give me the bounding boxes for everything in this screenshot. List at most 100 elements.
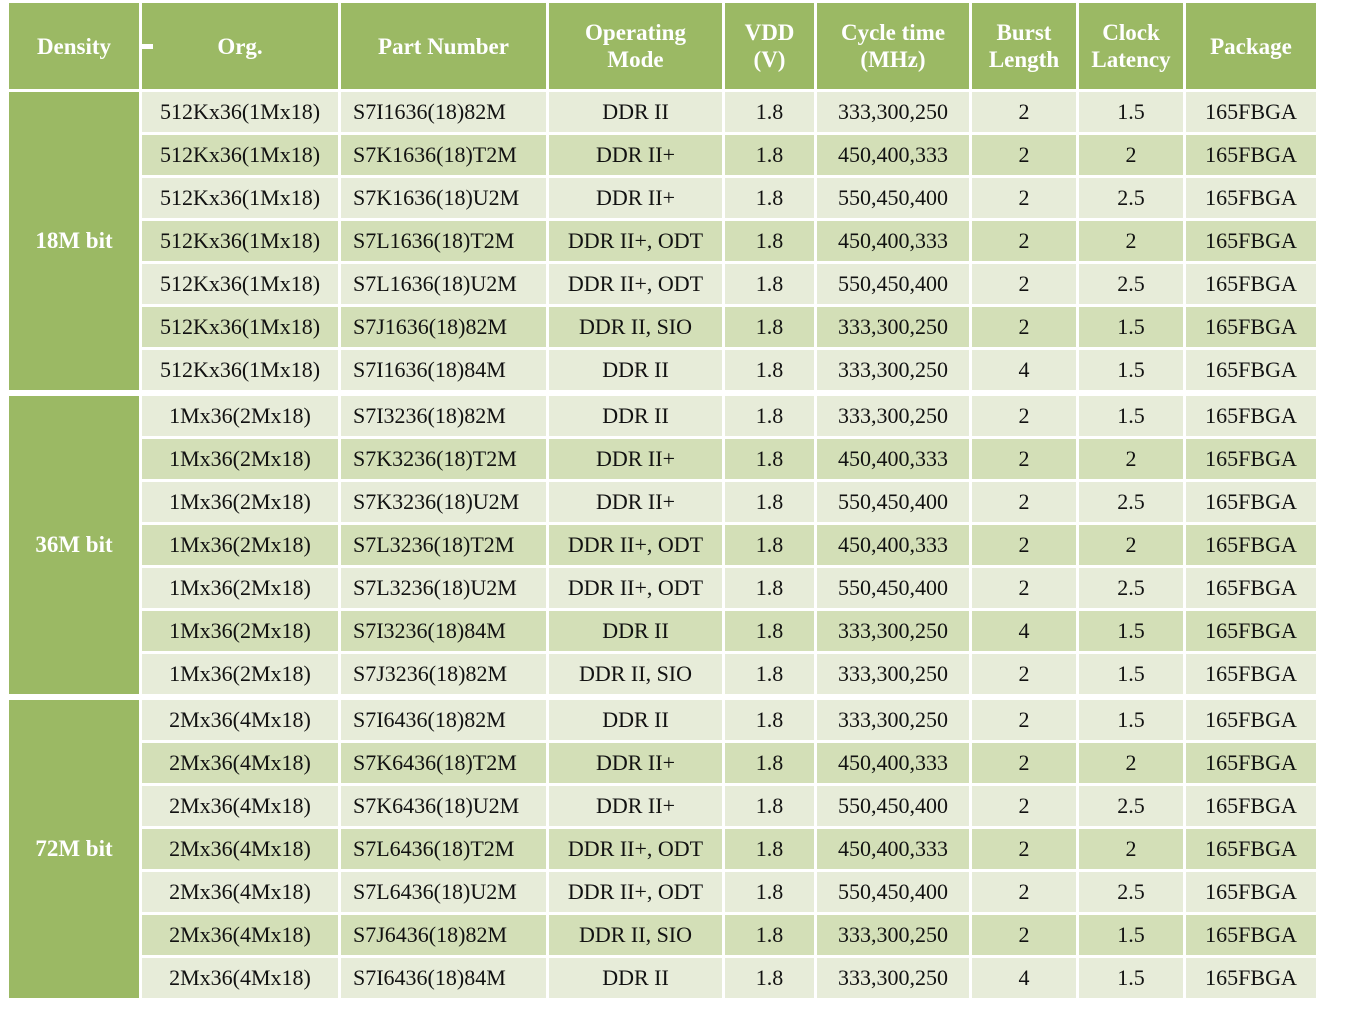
- org-cell: 2Mx36(4Mx18): [142, 700, 338, 740]
- table-row: 512Kx36(1Mx18) S7J1636(18)82M DDR II, SIO 1…: [9, 307, 1316, 347]
- operating-mode-cell: DDR II+, ODT: [549, 829, 722, 869]
- vdd-cell: 1.8: [725, 829, 814, 869]
- burst-length-cell: 2: [972, 307, 1076, 347]
- burst-length-cell: 2: [972, 700, 1076, 740]
- operating-mode-cell: DDR II+: [549, 439, 722, 479]
- vdd-cell: 1.8: [725, 786, 814, 826]
- org-cell: 512Kx36(1Mx18): [142, 264, 338, 304]
- cycle-time-cell: 450,400,333: [817, 829, 969, 869]
- cycle-time-cell: 333,300,250: [817, 350, 969, 390]
- package-cell: 165FBGA: [1186, 350, 1316, 390]
- header-vdd: VDD (V): [725, 3, 814, 89]
- org-cell: 2Mx36(4Mx18): [142, 743, 338, 783]
- package-cell: 165FBGA: [1186, 611, 1316, 651]
- clock-latency-cell: 2: [1079, 829, 1183, 869]
- cycle-time-cell: 333,300,250: [817, 654, 969, 694]
- header-divider-mark: [141, 44, 153, 49]
- org-cell: 1Mx36(2Mx18): [142, 611, 338, 651]
- org-cell: 512Kx36(1Mx18): [142, 307, 338, 347]
- part-number-cell: S7I3236(18)82M: [341, 396, 546, 436]
- burst-length-cell: 2: [972, 743, 1076, 783]
- burst-length-cell: 2: [972, 872, 1076, 912]
- burst-length-cell: 4: [972, 350, 1076, 390]
- org-cell: 1Mx36(2Mx18): [142, 525, 338, 565]
- cycle-time-cell: 550,450,400: [817, 264, 969, 304]
- table-row: 2Mx36(4Mx18) S7I6436(18)84M DDR II 1.8 333,3…: [9, 958, 1316, 998]
- vdd-cell: 1.8: [725, 307, 814, 347]
- part-number-cell: S7L1636(18)U2M: [341, 264, 546, 304]
- vdd-cell: 1.8: [725, 482, 814, 522]
- package-cell: 165FBGA: [1186, 221, 1316, 261]
- package-cell: 165FBGA: [1186, 439, 1316, 479]
- package-cell: 165FBGA: [1186, 307, 1316, 347]
- org-cell: 2Mx36(4Mx18): [142, 829, 338, 869]
- vdd-cell: 1.8: [725, 135, 814, 175]
- clock-latency-cell: 2: [1079, 525, 1183, 565]
- vdd-cell: 1.8: [725, 525, 814, 565]
- cycle-time-cell: 550,450,400: [817, 568, 969, 608]
- burst-length-cell: 2: [972, 264, 1076, 304]
- vdd-cell: 1.8: [725, 178, 814, 218]
- burst-length-cell: 2: [972, 786, 1076, 826]
- table-row: 512Kx36(1Mx18) S7L1636(18)T2M DDR II+, ODT…: [9, 221, 1316, 261]
- operating-mode-cell: DDR II+, ODT: [549, 221, 722, 261]
- part-number-cell: S7K1636(18)T2M: [341, 135, 546, 175]
- clock-latency-cell: 2.5: [1079, 178, 1183, 218]
- vdd-cell: 1.8: [725, 915, 814, 955]
- clock-latency-cell: 2: [1079, 221, 1183, 261]
- operating-mode-cell: DDR II+: [549, 178, 722, 218]
- package-cell: 165FBGA: [1186, 829, 1316, 869]
- cycle-time-cell: 333,300,250: [817, 611, 969, 651]
- burst-length-cell: 2: [972, 396, 1076, 436]
- vdd-cell: 1.8: [725, 264, 814, 304]
- burst-length-cell: 2: [972, 92, 1076, 132]
- org-cell: 2Mx36(4Mx18): [142, 958, 338, 998]
- clock-latency-cell: 1.5: [1079, 307, 1183, 347]
- operating-mode-cell: DDR II, SIO: [549, 654, 722, 694]
- package-cell: 165FBGA: [1186, 915, 1316, 955]
- org-cell: 512Kx36(1Mx18): [142, 350, 338, 390]
- burst-length-cell: 2: [972, 525, 1076, 565]
- clock-latency-cell: 1.5: [1079, 654, 1183, 694]
- clock-latency-cell: 2: [1079, 439, 1183, 479]
- part-number-cell: S7L3236(18)U2M: [341, 568, 546, 608]
- clock-latency-cell: 2.5: [1079, 482, 1183, 522]
- package-cell: 165FBGA: [1186, 178, 1316, 218]
- org-cell: 1Mx36(2Mx18): [142, 396, 338, 436]
- density-cell: 72M bit: [9, 700, 139, 998]
- clock-latency-cell: 2.5: [1079, 872, 1183, 912]
- org-cell: 2Mx36(4Mx18): [142, 786, 338, 826]
- org-cell: 1Mx36(2Mx18): [142, 439, 338, 479]
- part-number-cell: S7I3236(18)84M: [341, 611, 546, 651]
- vdd-cell: 1.8: [725, 872, 814, 912]
- operating-mode-cell: DDR II+: [549, 743, 722, 783]
- vdd-cell: 1.8: [725, 654, 814, 694]
- org-cell: 1Mx36(2Mx18): [142, 568, 338, 608]
- operating-mode-cell: DDR II: [549, 92, 722, 132]
- table-row: 36M bit 1Mx36(2Mx18) S7I3236(18)82M DDR II 1…: [9, 396, 1316, 694]
- package-cell: 165FBGA: [1186, 92, 1316, 132]
- package-cell: 165FBGA: [1186, 135, 1316, 175]
- package-cell: 165FBGA: [1186, 700, 1316, 740]
- clock-latency-cell: 1.5: [1079, 958, 1183, 998]
- package-cell: 165FBGA: [1186, 958, 1316, 998]
- operating-mode-cell: DDR II+: [549, 482, 722, 522]
- sram-spec-table: Density Org. Part Number Operating Mode …: [6, 0, 1319, 1001]
- table-row: 1Mx36(2Mx18) S7L3236(18)T2M DDR II+, ODT 1.…: [9, 525, 1316, 565]
- cycle-time-cell: 450,400,333: [817, 135, 969, 175]
- org-cell: 2Mx36(4Mx18): [142, 872, 338, 912]
- package-cell: 165FBGA: [1186, 786, 1316, 826]
- table-row: 512Kx36(1Mx18) S7I1636(18)84M DDR II 1.8 333…: [9, 350, 1316, 390]
- part-number-cell: S7L6436(18)U2M: [341, 872, 546, 912]
- cycle-time-cell: 333,300,250: [817, 307, 969, 347]
- cycle-time-cell: 333,300,250: [817, 958, 969, 998]
- org-cell: 512Kx36(1Mx18): [142, 92, 338, 132]
- cycle-time-cell: 333,300,250: [817, 396, 969, 436]
- part-number-cell: S7J6436(18)82M: [341, 915, 546, 955]
- operating-mode-cell: DDR II+: [549, 135, 722, 175]
- part-number-cell: S7K6436(18)T2M: [341, 743, 546, 783]
- part-number-cell: S7K3236(18)T2M: [341, 439, 546, 479]
- part-number-cell: S7K1636(18)U2M: [341, 178, 546, 218]
- burst-length-cell: 2: [972, 135, 1076, 175]
- header-operating-mode: Operating Mode: [549, 3, 722, 89]
